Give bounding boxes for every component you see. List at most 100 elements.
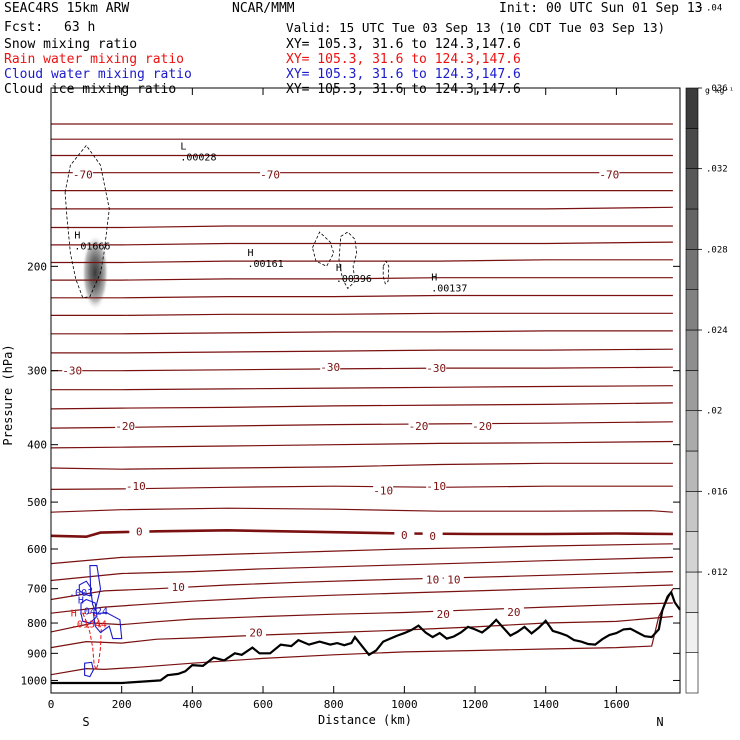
x-tick-label: 0: [48, 698, 55, 711]
y-tick-label: 900: [27, 647, 47, 660]
colorbar-cell: [685, 491, 699, 532]
contour-label: 10: [426, 574, 439, 587]
colorbar-tick-label: .016: [706, 487, 728, 497]
contour-label-bg: [422, 529, 443, 541]
temperature-contour: [51, 348, 673, 354]
contour-label-bg: [72, 168, 93, 180]
y-tick-label: 200: [27, 260, 47, 273]
contour-label: 20: [437, 608, 450, 621]
x-tick-label: 1400: [532, 698, 559, 711]
field-xy-cloud-water: XY= 105.3, 31.6 to 124.3,147.6: [286, 67, 521, 82]
temperature-contour: [50, 440, 673, 449]
contour-label: -30: [426, 362, 446, 375]
y-tick-label: 500: [27, 496, 47, 509]
contour-label-bg: [125, 480, 146, 492]
cloud-water-contour: [80, 598, 98, 624]
contour-label: -70: [260, 169, 280, 182]
contour-label-bg: [433, 607, 454, 619]
temperature-contour-zero: [50, 528, 673, 539]
snow-mixing-shading: [81, 234, 109, 311]
contour-label: 0: [429, 530, 436, 543]
x-tick-label: 400: [182, 698, 202, 711]
terrain-line: [51, 590, 681, 685]
temperature-contour: [50, 402, 673, 410]
temperature-contour: [50, 421, 673, 429]
contour-label: -70: [599, 169, 619, 182]
valid-time: Valid: 15 UTC Tue 03 Sep 13 (10 CDT Tue …: [286, 20, 666, 35]
field-name-rain: Rain water mixing ratio: [4, 52, 185, 67]
y-tick-label: 400: [27, 439, 47, 452]
x-tick-label: 200: [112, 698, 132, 711]
y-tick-label: 1000: [21, 674, 48, 687]
temperature-contour: [51, 259, 673, 264]
temperature-contour: [51, 366, 673, 372]
cloud-ice-contour: [312, 231, 335, 267]
contour-label-bg: [599, 168, 620, 180]
contour-label-bg: [408, 420, 429, 432]
x-tick-label: 800: [324, 698, 344, 711]
extremum-value: .00396: [336, 274, 372, 285]
cloud-ice-contour: [338, 231, 358, 290]
contour-label: 0: [401, 529, 408, 542]
extremum-value: .01344: [71, 620, 107, 631]
colorbar-tick-label: .032: [706, 165, 728, 175]
model-title: SEAC4RS 15km ARW: [4, 1, 130, 16]
y-tick-label: 700: [27, 583, 47, 596]
contour-label-bg: [426, 480, 447, 492]
contour-label: 10: [447, 574, 460, 587]
y-tick-label: 800: [27, 617, 47, 630]
extremum-value: .01666: [74, 241, 110, 252]
y-tick-label: 300: [27, 365, 47, 378]
contour-label-bg: [245, 626, 266, 638]
colorbar-units: g kg⁻¹: [705, 86, 734, 95]
colorbar-tick-label: .02: [706, 407, 722, 417]
field-xy-rain: XY= 105.3, 31.6 to 124.3,147.6: [286, 52, 521, 67]
contour-label: -30: [62, 365, 82, 378]
extremum-marker: H: [71, 609, 77, 620]
field-name-cloud-water: Cloud water mixing ratio: [4, 67, 192, 82]
x-tick-label: 1000: [391, 698, 418, 711]
cloud-ice-contour: [382, 260, 390, 285]
contour-label: -20: [472, 420, 492, 433]
colorbar-cell: [685, 289, 699, 331]
end-label-north: N: [656, 715, 663, 729]
temperature-contour: [50, 507, 673, 513]
contour-label-bg: [422, 573, 443, 585]
colorbar-cell: [685, 128, 699, 169]
colorbar-cell: [685, 571, 699, 613]
end-label-south: S: [82, 715, 89, 729]
contour-label: -20: [409, 420, 429, 433]
temperature-contour: [50, 571, 673, 601]
extremum-value: .00161: [247, 259, 283, 270]
x-tick-label: 1600: [603, 698, 630, 711]
y-tick-label: 600: [27, 543, 47, 556]
colorbar-tick-label: .024: [706, 326, 728, 336]
y-axis-title: Pressure (hPa): [1, 344, 15, 445]
temperature-contour: [50, 462, 673, 470]
temperature-contour: [50, 556, 673, 582]
colorbar-cell: [685, 450, 699, 492]
temperature-contour: [50, 615, 673, 649]
organization: NCAR/MMM: [232, 1, 295, 16]
extremum-marker: H: [247, 248, 253, 259]
contour-label-bg: [260, 168, 281, 180]
x-tick-label: 600: [253, 698, 273, 711]
colorbar-tick-label: .012: [706, 568, 728, 578]
temperature-contour: [51, 241, 673, 246]
temperature-contour: [51, 277, 673, 281]
extremum-marker: H: [431, 273, 437, 284]
x-axis-title: Distance (km): [318, 713, 412, 727]
extremum-value: .00137: [431, 284, 467, 295]
extremum-marker: H: [74, 230, 80, 241]
cloud-water-contour: [78, 580, 93, 597]
cloud-water-contour: [89, 565, 102, 612]
temperature-contour: [51, 330, 673, 335]
contour-label: 20: [507, 606, 520, 619]
colorbar-cell: [685, 531, 699, 573]
colorbar-cell: [685, 208, 699, 250]
colorbar-tick-label: .028: [706, 245, 728, 255]
temperature-contour: [50, 485, 673, 490]
contour-label-bg: [394, 528, 415, 540]
temperature-contour: [50, 543, 673, 565]
cloud-water-contour: [84, 661, 94, 678]
